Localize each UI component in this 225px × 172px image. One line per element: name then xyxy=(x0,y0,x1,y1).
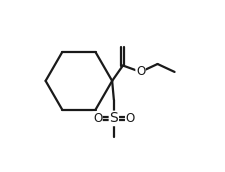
Text: O: O xyxy=(135,65,144,78)
Text: S: S xyxy=(109,111,118,125)
Text: O: O xyxy=(93,112,102,125)
Text: O: O xyxy=(125,112,134,125)
